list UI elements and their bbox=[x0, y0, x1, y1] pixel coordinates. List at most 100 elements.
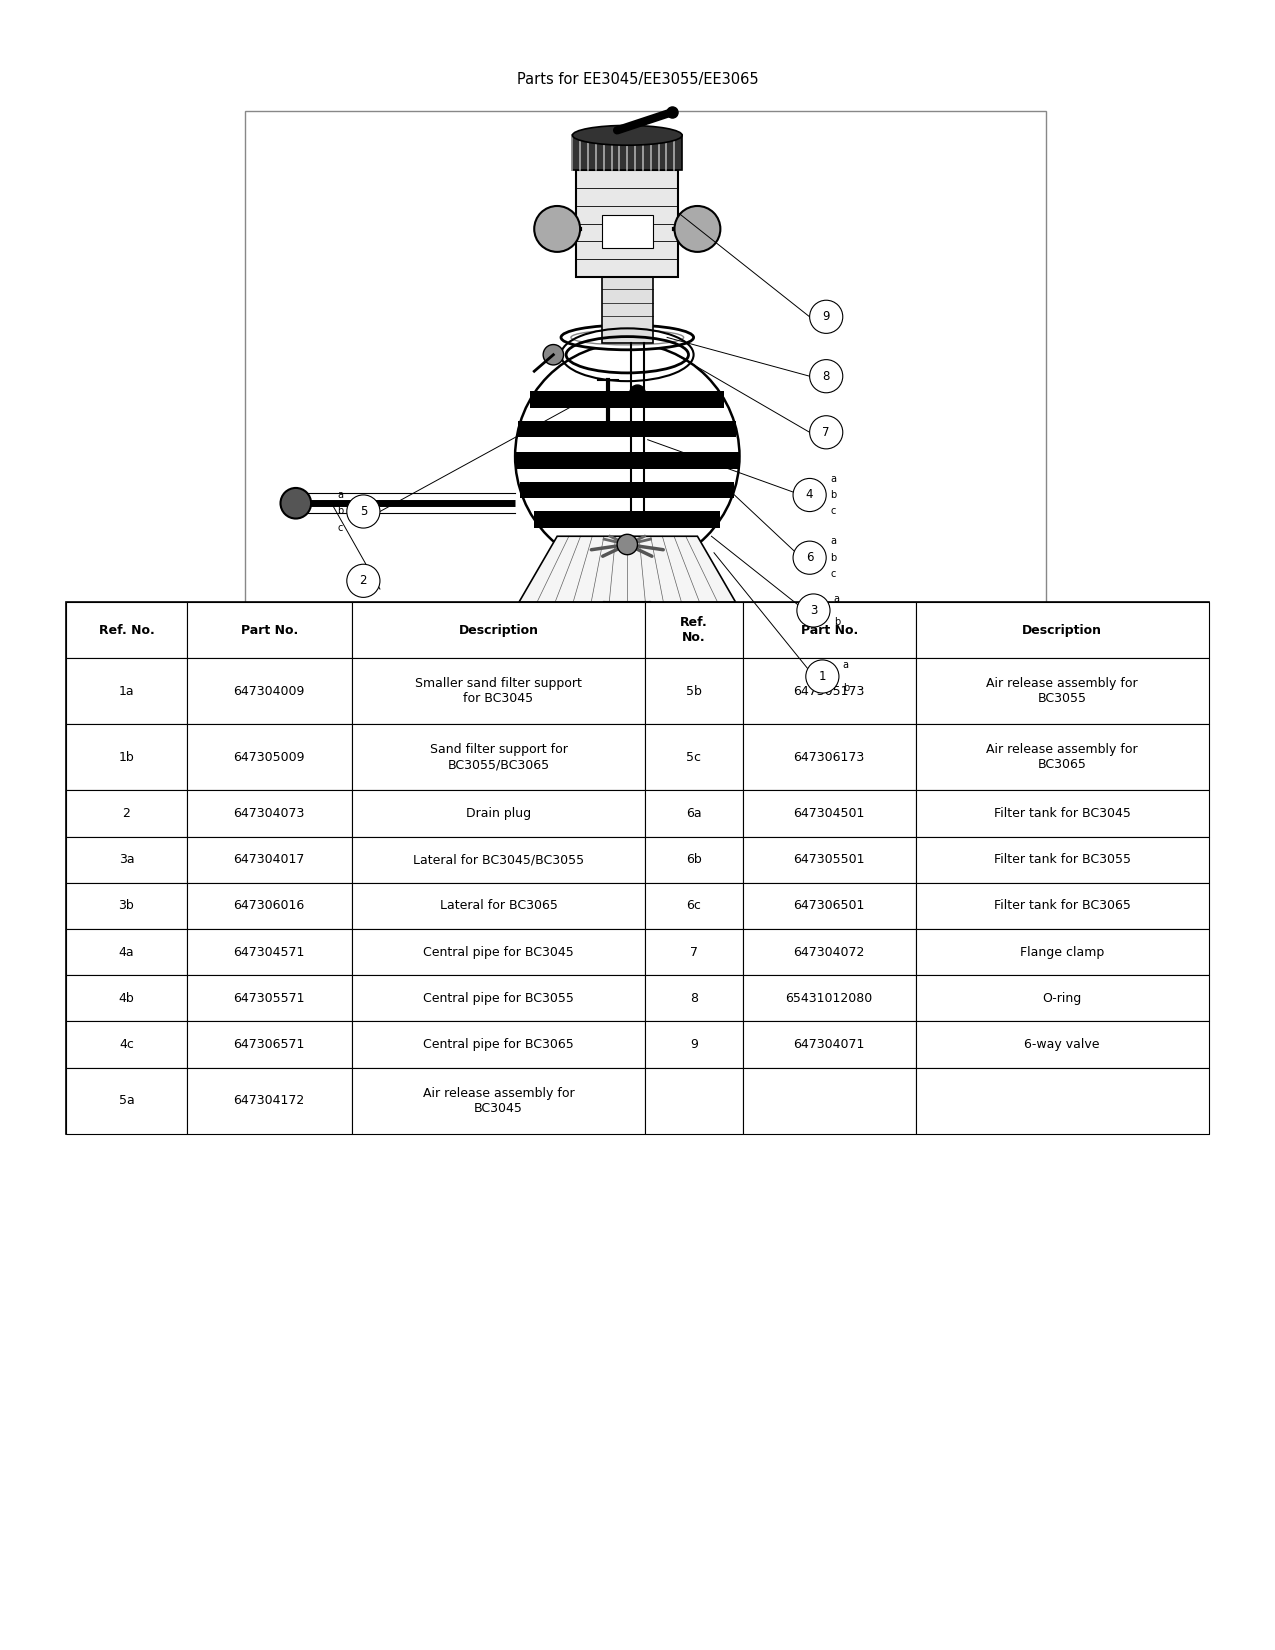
Circle shape bbox=[810, 416, 843, 449]
Bar bbox=[352, 1068, 645, 1134]
Bar bbox=[645, 837, 743, 883]
Bar bbox=[186, 1021, 352, 1068]
Text: b: b bbox=[830, 553, 836, 563]
Bar bbox=[743, 658, 915, 724]
Circle shape bbox=[674, 206, 720, 252]
Bar bbox=[743, 883, 915, 929]
Bar bbox=[515, 452, 740, 469]
Text: Flange clamp: Flange clamp bbox=[1020, 945, 1104, 959]
Bar bbox=[352, 929, 645, 975]
Text: Lateral for BC3065: Lateral for BC3065 bbox=[440, 899, 557, 912]
Text: 1a: 1a bbox=[119, 685, 134, 698]
Text: 647306571: 647306571 bbox=[233, 1038, 305, 1051]
Bar bbox=[915, 602, 1209, 658]
Text: b: b bbox=[834, 617, 840, 627]
Bar bbox=[186, 790, 352, 837]
Text: 647304071: 647304071 bbox=[793, 1038, 864, 1051]
Text: Central pipe for BC3065: Central pipe for BC3065 bbox=[423, 1038, 574, 1051]
Text: 6b: 6b bbox=[686, 853, 701, 866]
Bar bbox=[66, 837, 186, 883]
Bar bbox=[915, 1068, 1209, 1134]
Bar bbox=[352, 975, 645, 1021]
Text: Description: Description bbox=[1023, 624, 1102, 637]
Circle shape bbox=[617, 535, 638, 554]
Circle shape bbox=[630, 384, 645, 401]
Text: 6c: 6c bbox=[686, 899, 701, 912]
Bar bbox=[186, 602, 352, 658]
Text: Filter tank for BC3065: Filter tank for BC3065 bbox=[993, 899, 1131, 912]
Text: 3b: 3b bbox=[119, 899, 134, 912]
Circle shape bbox=[618, 624, 636, 640]
Bar bbox=[186, 883, 352, 929]
Text: 9: 9 bbox=[690, 1038, 697, 1051]
Bar bbox=[520, 482, 734, 498]
Text: 1: 1 bbox=[819, 670, 826, 683]
Bar bbox=[352, 790, 645, 837]
Text: Parts for EE3045/EE3055/EE3065: Parts for EE3045/EE3055/EE3065 bbox=[516, 71, 759, 87]
Text: 647304501: 647304501 bbox=[793, 807, 864, 820]
Bar bbox=[186, 1068, 352, 1134]
Bar bbox=[645, 658, 743, 724]
Text: 647304072: 647304072 bbox=[793, 945, 864, 959]
Circle shape bbox=[806, 660, 839, 693]
Text: 8: 8 bbox=[690, 992, 697, 1005]
Circle shape bbox=[793, 541, 826, 574]
Text: 6-way valve: 6-way valve bbox=[1024, 1038, 1100, 1051]
Text: 647304073: 647304073 bbox=[233, 807, 305, 820]
Polygon shape bbox=[519, 536, 736, 602]
Bar bbox=[915, 790, 1209, 837]
Bar bbox=[186, 658, 352, 724]
Text: a: a bbox=[830, 536, 836, 546]
Bar bbox=[602, 276, 653, 343]
Text: 647305571: 647305571 bbox=[233, 992, 305, 1005]
Bar bbox=[915, 929, 1209, 975]
Text: Filter tank for BC3045: Filter tank for BC3045 bbox=[993, 807, 1131, 820]
Text: 7: 7 bbox=[690, 945, 697, 959]
Text: 5: 5 bbox=[360, 505, 367, 518]
Text: 2: 2 bbox=[122, 807, 130, 820]
Text: Sand filter support for
BC3055/BC3065: Sand filter support for BC3055/BC3065 bbox=[430, 744, 567, 771]
Text: b: b bbox=[337, 507, 343, 516]
Bar bbox=[519, 421, 736, 437]
Circle shape bbox=[810, 300, 843, 333]
Text: a: a bbox=[834, 594, 840, 604]
Ellipse shape bbox=[572, 125, 682, 145]
Text: 3a: 3a bbox=[119, 853, 134, 866]
Text: 3: 3 bbox=[810, 604, 817, 617]
Bar bbox=[602, 216, 653, 249]
Circle shape bbox=[810, 360, 843, 393]
Text: 65431012080: 65431012080 bbox=[785, 992, 873, 1005]
Text: Ref. No.: Ref. No. bbox=[98, 624, 154, 637]
Text: a: a bbox=[830, 474, 836, 483]
Bar bbox=[915, 883, 1209, 929]
Circle shape bbox=[797, 594, 830, 627]
Text: Ref.
No.: Ref. No. bbox=[680, 617, 708, 644]
Bar bbox=[66, 929, 186, 975]
Text: Air release assembly for
BC3065: Air release assembly for BC3065 bbox=[987, 744, 1139, 771]
Bar bbox=[352, 724, 645, 790]
Bar bbox=[186, 929, 352, 975]
Text: 8: 8 bbox=[822, 370, 830, 383]
Text: 1b: 1b bbox=[119, 751, 134, 764]
Text: 4: 4 bbox=[806, 488, 813, 502]
Text: 5c: 5c bbox=[686, 751, 701, 764]
Text: Central pipe for BC3055: Central pipe for BC3055 bbox=[423, 992, 574, 1005]
Bar bbox=[743, 929, 915, 975]
Bar bbox=[186, 975, 352, 1021]
Bar bbox=[66, 602, 186, 658]
Circle shape bbox=[793, 478, 826, 512]
Bar bbox=[645, 883, 743, 929]
Ellipse shape bbox=[561, 325, 694, 350]
Text: 647304017: 647304017 bbox=[233, 853, 305, 866]
Bar bbox=[645, 975, 743, 1021]
Bar bbox=[352, 1021, 645, 1068]
Bar bbox=[66, 975, 186, 1021]
Bar bbox=[352, 658, 645, 724]
Bar bbox=[743, 790, 915, 837]
Bar bbox=[576, 170, 678, 277]
Ellipse shape bbox=[515, 343, 740, 569]
Bar bbox=[915, 658, 1209, 724]
Circle shape bbox=[347, 564, 380, 597]
Bar bbox=[245, 111, 1045, 624]
Text: c: c bbox=[830, 569, 835, 579]
